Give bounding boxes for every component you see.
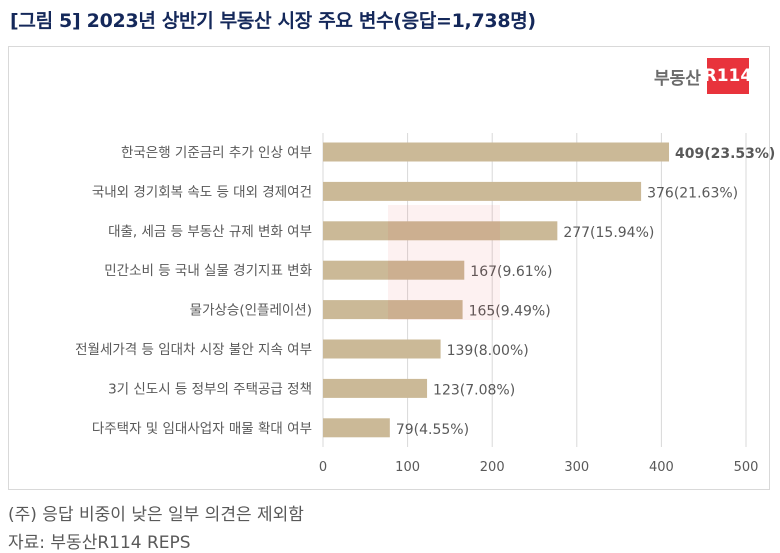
category-label: 물가상승(인플레이션) [190,303,312,319]
bar [323,221,558,241]
logo-box: R114 [704,58,752,94]
source-note: 자료: 부동산R114 REPS [8,533,191,553]
data-label: 79(4.55%) [396,422,469,438]
category-label: 3기 신도시 등 정부의 주택공급 정책 [108,381,312,397]
x-tick-label: 200 [480,460,505,475]
bar [323,418,390,438]
data-label: 139(8.00%) [447,343,529,359]
bar [323,300,463,320]
x-tick-label: 300 [564,460,589,475]
category-label: 대출, 세금 등 부동산 규제 변화 여부 [108,224,312,240]
category-label: 전월세가격 등 임대차 시장 불안 지속 여부 [75,342,312,358]
data-label: 409(23.53%) [675,146,775,162]
bar [323,260,465,280]
bar [323,181,642,201]
x-tick-label: 400 [649,460,674,475]
logo-text: 부동산 [654,68,701,89]
figure-title: [그림 5] 2023년 상반기 부동산 시장 주요 변수(응답=1,738명) [10,10,536,32]
bar [323,142,670,162]
data-label: 167(9.61%) [470,264,552,280]
category-label: 다주택자 및 임대사업자 매물 확대 여부 [92,421,312,437]
x-tick-label: 500 [734,460,759,475]
watermark-logo [388,205,500,320]
x-tick-label: 100 [395,460,420,475]
footnote: (주) 응답 비중이 낮은 일부 의견은 제외함 [8,505,304,525]
data-label: 277(15.94%) [563,225,654,241]
category-label: 민간소비 등 국내 실물 경기지표 변화 [104,263,312,279]
data-label: 376(21.63%) [647,185,738,201]
category-label: 한국은행 기준금리 추가 인상 여부 [121,145,312,161]
data-label: 165(9.49%) [469,304,551,320]
bar [323,339,441,359]
r114-logo: 부동산 R114 [654,58,752,94]
chart-frame [8,46,770,490]
data-label: 123(7.08%) [433,382,515,398]
bar [323,378,428,398]
x-tick-label: 0 [319,460,327,475]
category-label: 국내외 경기회복 속도 등 대외 경제여건 [92,184,312,200]
